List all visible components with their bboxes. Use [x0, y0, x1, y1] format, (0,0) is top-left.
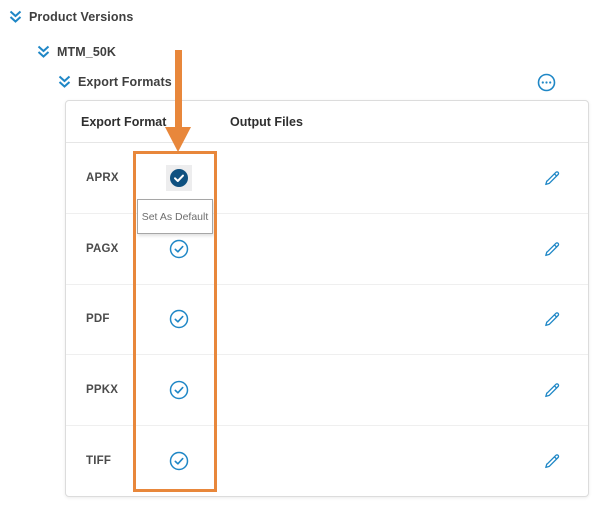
format-label: PDF [86, 313, 110, 326]
set-default-checkbox[interactable] [166, 377, 192, 403]
more-options-button[interactable] [537, 73, 556, 92]
set-default-checkbox[interactable] [166, 164, 192, 191]
tree-item-label: MTM_50K [57, 44, 117, 59]
pencil-icon [545, 241, 560, 256]
format-label: PAGX [86, 242, 119, 255]
format-label: APRX [86, 171, 119, 184]
double-chevron-down-icon [9, 10, 22, 23]
edit-button[interactable] [543, 452, 561, 470]
ellipsis-circle-icon [537, 73, 556, 92]
export-formats-table: Export Format Output Files APRX [65, 100, 589, 497]
pencil-icon [545, 312, 560, 327]
check-circle-icon [169, 239, 189, 258]
check-circle-icon [169, 381, 189, 400]
pencil-icon [545, 454, 560, 469]
set-as-default-tooltip: Set As Default [137, 199, 213, 234]
table-body: APRX PAGX [66, 143, 588, 496]
tree-item-label: Product Versions [29, 9, 134, 24]
check-circle-icon [169, 451, 189, 471]
tree-item-label: Export Formats [78, 74, 172, 89]
pencil-icon [545, 383, 560, 398]
table-row-pdf: PDF [66, 283, 588, 355]
column-header-output-files: Output Files [230, 114, 303, 129]
set-default-checkbox[interactable] [166, 448, 192, 474]
set-default-checkbox[interactable] [166, 306, 192, 332]
table-row-ppkx: PPKX [66, 354, 588, 425]
tree-item-product-versions[interactable]: Product Versions [8, 9, 133, 24]
edit-button[interactable] [543, 310, 561, 328]
check-circle-icon [169, 310, 189, 329]
double-chevron-down-icon [37, 45, 50, 58]
tree-item-mtm-50k[interactable]: MTM_50K [36, 44, 116, 59]
tooltip-text: Set As Default [141, 210, 209, 223]
edit-button[interactable] [543, 381, 561, 399]
table-row-aprx: APRX [66, 143, 588, 213]
edit-button[interactable] [543, 240, 561, 258]
table-header: Export Format Output Files [66, 101, 588, 143]
tree-item-export-formats[interactable]: Export Formats [57, 74, 172, 89]
double-chevron-down-icon [58, 75, 71, 88]
table-row-tiff: TIFF [66, 425, 588, 496]
format-label: PPKX [86, 384, 119, 397]
pencil-icon [545, 171, 560, 185]
check-circle-selected-icon [170, 168, 188, 187]
table-row-pagx: PAGX [66, 212, 588, 284]
edit-button[interactable] [543, 169, 561, 187]
column-header-export-format: Export Format [81, 114, 167, 129]
format-label: TIFF [86, 455, 112, 468]
set-default-checkbox[interactable] [166, 236, 192, 262]
